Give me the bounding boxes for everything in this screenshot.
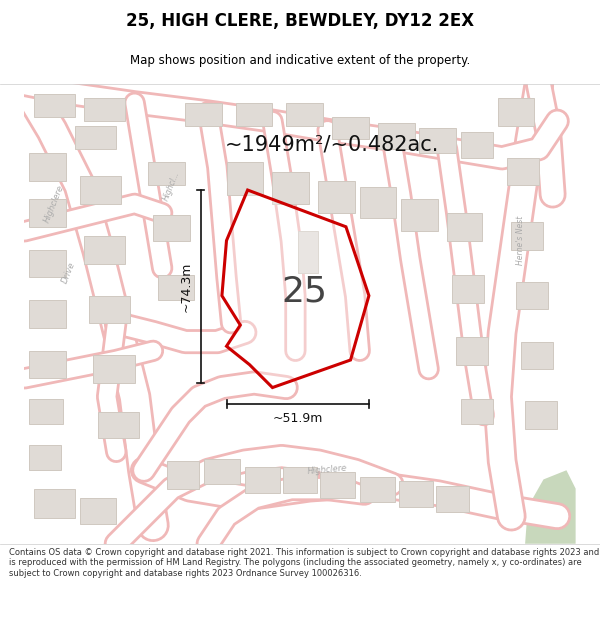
Polygon shape: [98, 412, 139, 438]
Text: ~1949m²/~0.482ac.: ~1949m²/~0.482ac.: [225, 134, 439, 154]
Polygon shape: [497, 98, 534, 126]
Text: Drive: Drive: [60, 261, 77, 285]
Polygon shape: [298, 231, 319, 272]
Polygon shape: [332, 116, 369, 139]
Polygon shape: [29, 399, 63, 424]
Text: Highcl...: Highcl...: [161, 169, 181, 201]
Polygon shape: [185, 102, 222, 126]
Polygon shape: [89, 296, 130, 323]
Polygon shape: [203, 459, 240, 484]
Text: Contains OS data © Crown copyright and database right 2021. This information is : Contains OS data © Crown copyright and d…: [9, 548, 599, 578]
Polygon shape: [29, 153, 66, 181]
Polygon shape: [525, 401, 557, 429]
Polygon shape: [436, 486, 469, 512]
Text: Herne's Nest: Herne's Nest: [516, 216, 525, 265]
Polygon shape: [511, 222, 544, 250]
Text: 25: 25: [281, 274, 328, 308]
Polygon shape: [461, 132, 493, 158]
Text: Highclere: Highclere: [42, 184, 65, 224]
Polygon shape: [401, 199, 438, 231]
Polygon shape: [360, 188, 397, 218]
Polygon shape: [29, 199, 66, 227]
Polygon shape: [84, 98, 125, 121]
Text: 25, HIGH CLERE, BEWDLEY, DY12 2EX: 25, HIGH CLERE, BEWDLEY, DY12 2EX: [126, 12, 474, 30]
Polygon shape: [222, 190, 369, 388]
Polygon shape: [283, 468, 317, 493]
Polygon shape: [461, 399, 493, 424]
Polygon shape: [34, 489, 75, 518]
Polygon shape: [245, 468, 280, 493]
Polygon shape: [419, 129, 456, 153]
Polygon shape: [516, 282, 548, 309]
Polygon shape: [75, 126, 116, 149]
Polygon shape: [320, 472, 355, 498]
Polygon shape: [227, 162, 263, 194]
Polygon shape: [84, 236, 125, 264]
Polygon shape: [452, 276, 484, 303]
Polygon shape: [29, 351, 66, 378]
Text: ~74.3m: ~74.3m: [179, 261, 193, 312]
Polygon shape: [521, 342, 553, 369]
Polygon shape: [525, 470, 575, 544]
Polygon shape: [236, 102, 272, 126]
Polygon shape: [158, 274, 194, 300]
Polygon shape: [167, 461, 199, 489]
Polygon shape: [80, 498, 116, 524]
Polygon shape: [360, 477, 395, 502]
Polygon shape: [447, 213, 482, 241]
Polygon shape: [286, 102, 323, 126]
Polygon shape: [378, 123, 415, 149]
Text: ~51.9m: ~51.9m: [272, 412, 323, 425]
Polygon shape: [456, 337, 488, 364]
Polygon shape: [29, 250, 66, 278]
Polygon shape: [148, 162, 185, 186]
Polygon shape: [80, 176, 121, 204]
Polygon shape: [29, 300, 66, 328]
Polygon shape: [34, 94, 75, 116]
Polygon shape: [319, 181, 355, 213]
Text: Highclere: Highclere: [307, 464, 348, 476]
Polygon shape: [507, 158, 539, 186]
Polygon shape: [272, 172, 309, 204]
Polygon shape: [93, 356, 134, 383]
Polygon shape: [399, 481, 433, 507]
Polygon shape: [29, 444, 61, 470]
Polygon shape: [153, 215, 190, 241]
Text: Map shows position and indicative extent of the property.: Map shows position and indicative extent…: [130, 54, 470, 68]
